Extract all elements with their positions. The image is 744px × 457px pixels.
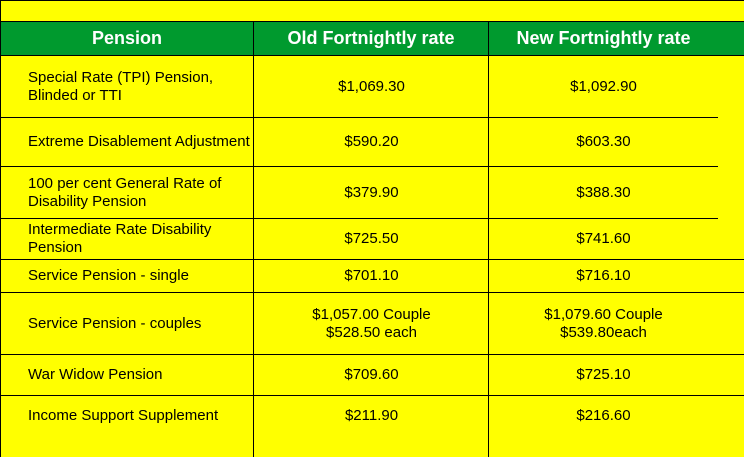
row-divider	[1, 166, 718, 167]
row-new-service-couples: $1,079.60 Couple $539.80each	[544, 305, 663, 341]
column-divider	[253, 21, 254, 457]
row-divider	[1, 218, 718, 219]
row-new-extreme-disablement: $603.30	[576, 133, 631, 150]
row-old-service-single: $701.10	[344, 267, 399, 284]
header-pension: Pension	[91, 28, 162, 48]
row-old-intermediate-rate: $725.50	[344, 230, 399, 247]
row-label-service-single: Service Pension - single	[28, 267, 189, 284]
row-old-general-rate: $379.90	[344, 183, 399, 201]
row-new-intermediate-rate: $741.60	[576, 230, 631, 247]
row-label-war-widow: War Widow Pension	[28, 366, 163, 383]
row-new-war-widow: $725.10	[576, 366, 631, 383]
row-old-service-couples: $1,057.00 Couple $528.50 each	[312, 305, 431, 341]
row-label-income-support: Income Support Supplement	[28, 407, 219, 424]
row-old-war-widow: $709.60	[344, 366, 399, 383]
row-divider	[1, 395, 744, 396]
row-divider	[1, 117, 718, 118]
row-new-special-rate: $1,092.90	[570, 78, 637, 95]
header-old-rate: Old Fortnightly rate	[287, 28, 455, 48]
row-divider	[1, 354, 744, 355]
column-divider	[488, 21, 489, 457]
table-header: Pension Old Fortnightly rate New Fortnig…	[1, 21, 744, 56]
header-new-rate: New Fortnightly rate	[516, 28, 691, 48]
row-old-extreme-disablement: $590.20	[344, 133, 399, 150]
row-divider	[1, 292, 744, 293]
row-label-special-rate: Special Rate (TPI) Pension, Blinded or T…	[28, 69, 214, 104]
row-old-special-rate: $1,069.30	[338, 78, 405, 95]
row-new-income-support: $216.60	[576, 407, 631, 424]
row-old-income-support: $211.90	[344, 407, 399, 424]
row-divider	[1, 259, 744, 260]
row-label-intermediate-rate: Intermediate Rate Disability Pension	[28, 221, 212, 256]
row-label-service-couples: Service Pension - couples	[28, 314, 202, 332]
row-new-general-rate: $388.30	[576, 183, 631, 201]
row-label-extreme-disablement: Extreme Disablement Adjustment	[28, 133, 250, 150]
row-new-service-single: $716.10	[576, 267, 631, 284]
row-label-general-rate: 100 per cent General Rate of Disability …	[28, 174, 222, 210]
